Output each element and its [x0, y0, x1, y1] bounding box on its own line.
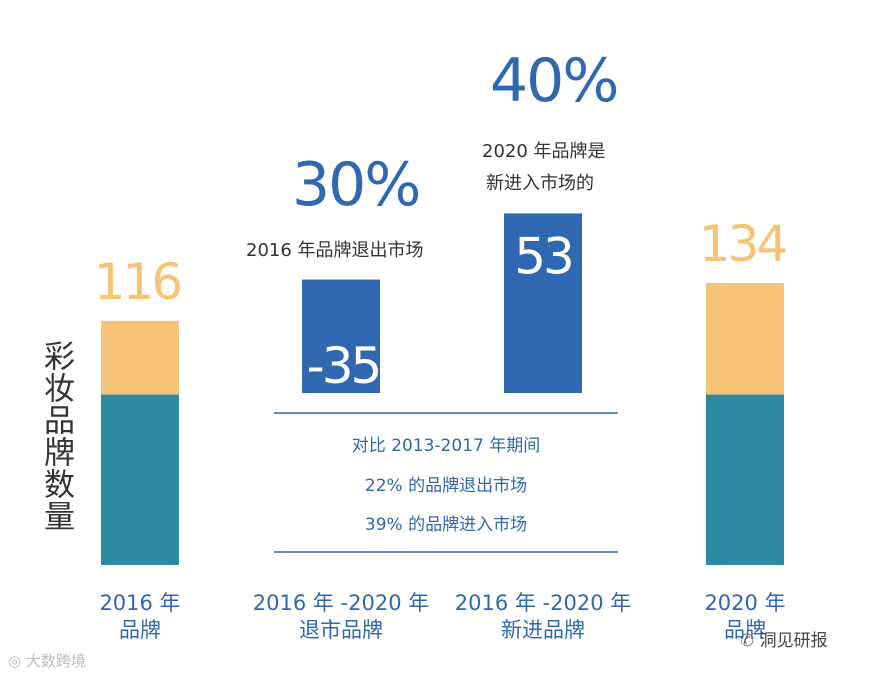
category-label-exit: 2016 年 -2020 年 退市品牌 [231, 590, 451, 644]
category-label-line1: 2020 年 [704, 591, 786, 615]
bar-1-value-label: -35 [307, 337, 380, 395]
watermark-left-text: 大数跨境 [25, 652, 86, 670]
new-description-line1: 2020 年品牌是 [482, 141, 606, 162]
wechat-icon: ✆ [740, 631, 755, 651]
compare-note-line3: 39% 的品牌进入市场 [364, 515, 528, 535]
exit-percent: 30% [292, 150, 421, 220]
compare-note-line1: 对比 2013-2017 年期间 [351, 436, 541, 456]
watermark-right: ✆ 洞见研报 [740, 626, 828, 651]
bar-1-segment-0 [302, 279, 380, 393]
category-label-line2: 品牌 [119, 618, 161, 642]
y-axis-label: 彩妆品牌数量 [38, 340, 74, 532]
category-label-line2: 新进品牌 [501, 618, 585, 642]
new-description-line2: 新进入市场的 [486, 173, 594, 194]
category-label-2016: 2016 年 品牌 [30, 590, 250, 644]
category-label-line1: 2016 年 [99, 591, 181, 615]
category-label-line1: 2016 年 -2020 年 [252, 591, 430, 615]
bar-3-segment-0 [706, 394, 784, 565]
compare-note-line2: 22% 的品牌退出市场 [364, 476, 528, 496]
new-percent: 40% [490, 46, 619, 116]
watermark-left: ◎ 大数跨境 [8, 650, 86, 671]
bar-0-segment-0 [101, 394, 179, 565]
bar-2-value-label: 53 [514, 227, 572, 285]
exit-description: 2016 年品牌退出市场 [246, 240, 424, 261]
bar-3-segment-1 [706, 283, 784, 395]
bar-0-segment-1 [101, 320, 179, 395]
bar-3-value-label: 134 [699, 215, 786, 273]
watermark-logo-icon: ◎ [8, 652, 22, 670]
category-label-2020: 2020 年 品牌 [635, 590, 855, 644]
bar-0-value-label: 116 [94, 253, 181, 311]
category-label-line2: 品牌 [724, 618, 766, 642]
category-label-new: 2016 年 -2020 年 新进品牌 [433, 590, 653, 644]
watermark-right-text: 洞见研报 [759, 631, 828, 651]
category-label-line2: 退市品牌 [299, 618, 383, 642]
category-label-line1: 2016 年 -2020 年 [454, 591, 632, 615]
bar-2-segment-0 [504, 213, 582, 393]
